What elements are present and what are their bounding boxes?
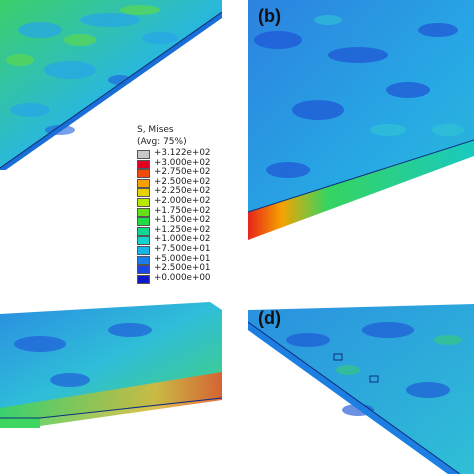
panel-c <box>0 300 222 440</box>
panel-d: (d) <box>248 300 474 474</box>
legend-value: +1.250e+02 <box>154 224 211 235</box>
legend-value: +2.250e+02 <box>154 186 211 197</box>
stress-legend: S, Mises (Avg: 75%) +3.122e+02 +3.000e+02… <box>134 125 234 285</box>
legend-value: +2.500e+01 <box>154 263 211 274</box>
legend-swatch <box>137 274 150 284</box>
panel-a-blobs <box>10 13 178 117</box>
legend-swatch <box>137 198 150 207</box>
panel-label-d: (d) <box>258 308 281 328</box>
legend-title: S, Mises <box>137 125 174 135</box>
panel-b-blobs <box>254 23 458 178</box>
legend-value: +5.000e+01 <box>154 253 211 264</box>
legend-subtitle: (Avg: 75%) <box>137 137 187 147</box>
legend-swatch <box>137 226 150 236</box>
legend-value: +0.000e+00 <box>154 272 211 283</box>
legend-value: +7.500e+01 <box>154 244 211 254</box>
panel-b: (b) <box>248 0 474 245</box>
panel-c-contour <box>0 302 222 428</box>
panel-d-contour <box>248 304 474 474</box>
legend-value: +1.500e+02 <box>154 215 211 226</box>
legend-swatch <box>137 207 150 217</box>
legend-value: +2.750e+02 <box>154 167 211 178</box>
legend-swatch <box>137 265 150 275</box>
legend-swatch <box>137 150 150 159</box>
legend-value: +3.000e+02 <box>154 157 211 168</box>
panel-b-contour <box>248 0 474 240</box>
panel-a-contour <box>0 0 222 170</box>
legend-swatch <box>137 188 150 198</box>
panel-label-b: (b) <box>258 6 281 26</box>
legend-value: +1.000e+02 <box>154 234 211 245</box>
legend-value: +3.122e+02 <box>154 148 211 158</box>
legend-swatch <box>137 236 150 246</box>
legend-swatch <box>137 178 150 188</box>
legend-value: +2.500e+02 <box>154 176 211 187</box>
legend-swatch <box>137 255 150 265</box>
legend-value: +1.750e+02 <box>154 205 211 216</box>
legend-swatch <box>137 159 150 169</box>
panel-a <box>0 0 222 170</box>
legend-swatch <box>137 217 150 227</box>
legend-swatch <box>137 246 150 255</box>
legend-swatch <box>137 169 150 179</box>
legend-value: +2.000e+02 <box>154 196 211 206</box>
